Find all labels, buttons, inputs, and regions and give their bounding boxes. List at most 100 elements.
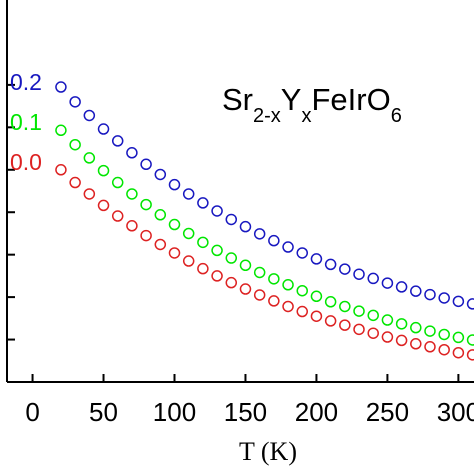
marker — [239, 259, 252, 272]
marker — [253, 289, 266, 301]
marker — [296, 284, 308, 297]
marker — [367, 309, 379, 322]
marker — [410, 338, 422, 350]
marker — [296, 305, 308, 318]
marker — [410, 285, 422, 297]
marker — [140, 158, 152, 171]
marker — [253, 266, 266, 279]
annotation-part: 6 — [391, 105, 402, 127]
marker — [197, 236, 209, 249]
marker — [438, 328, 450, 341]
marker — [466, 334, 474, 346]
marker — [395, 281, 408, 293]
marker — [126, 220, 138, 232]
marker — [282, 279, 294, 291]
marker — [268, 295, 280, 307]
marker — [225, 252, 238, 264]
marker — [438, 343, 450, 356]
marker — [282, 300, 294, 313]
marker — [168, 247, 181, 259]
x-tick-label: 50 — [89, 397, 118, 427]
marker — [168, 218, 181, 231]
marker — [310, 310, 323, 322]
x-tick-label: 0 — [25, 397, 39, 427]
marker — [253, 228, 266, 240]
marker — [55, 81, 67, 93]
marker — [268, 234, 280, 247]
marker — [168, 178, 181, 191]
marker — [55, 124, 67, 137]
marker — [339, 263, 351, 275]
marker — [310, 253, 323, 265]
legend-label: 0.0 — [10, 149, 42, 175]
marker — [182, 227, 195, 240]
x-tick-label: 250 — [366, 397, 409, 427]
marker — [69, 176, 81, 189]
marker — [296, 247, 308, 259]
marker — [197, 262, 209, 275]
annotation: Sr2-xYxFeIrO6 — [222, 82, 402, 127]
marker — [353, 323, 365, 336]
marker — [197, 197, 209, 209]
marker — [424, 341, 436, 353]
marker — [211, 205, 223, 217]
marker — [438, 292, 450, 304]
marker — [239, 283, 252, 295]
marker — [353, 268, 365, 280]
marker — [367, 272, 379, 285]
marker — [410, 321, 422, 334]
marker — [424, 288, 436, 301]
marker — [452, 346, 465, 359]
marker — [182, 255, 195, 267]
marker — [225, 276, 238, 289]
annotation-part: Sr — [222, 82, 253, 117]
marker — [154, 209, 167, 221]
marker — [111, 176, 124, 189]
marker — [211, 244, 223, 257]
marker — [282, 241, 294, 253]
marker — [381, 314, 394, 326]
marker — [353, 305, 365, 317]
marker — [83, 109, 96, 122]
marker — [452, 295, 465, 308]
x-tick-label: 150 — [224, 397, 267, 427]
x-tick-label: 200 — [295, 397, 338, 427]
marker — [126, 188, 138, 200]
marker — [111, 135, 124, 147]
legend-label: 0.2 — [10, 69, 42, 95]
marker — [69, 138, 81, 151]
marker — [424, 325, 436, 337]
marker — [381, 331, 394, 343]
legend-label: 0.1 — [10, 109, 42, 135]
marker — [126, 147, 138, 159]
x-tick-label: 300 — [437, 397, 474, 427]
marker — [97, 199, 110, 212]
marker — [339, 319, 351, 331]
marker — [182, 188, 195, 200]
marker — [154, 238, 167, 251]
marker — [211, 270, 223, 282]
marker — [97, 164, 110, 177]
marker — [225, 213, 238, 226]
marker — [395, 318, 408, 330]
marker — [324, 315, 337, 327]
marker — [69, 96, 81, 108]
marker — [55, 164, 67, 176]
marker — [239, 220, 252, 233]
marker — [381, 277, 394, 289]
marker — [111, 210, 124, 222]
marker — [324, 296, 337, 308]
marker — [452, 331, 465, 344]
annotation-part: FeIrO — [311, 82, 390, 117]
marker — [97, 123, 110, 135]
marker — [466, 349, 474, 361]
marker — [154, 168, 167, 181]
marker — [268, 273, 280, 285]
marker — [324, 258, 337, 271]
marker — [140, 229, 152, 242]
marker — [310, 290, 323, 303]
marker — [367, 327, 379, 339]
marker — [395, 334, 408, 347]
annotation-part: x — [301, 105, 311, 127]
